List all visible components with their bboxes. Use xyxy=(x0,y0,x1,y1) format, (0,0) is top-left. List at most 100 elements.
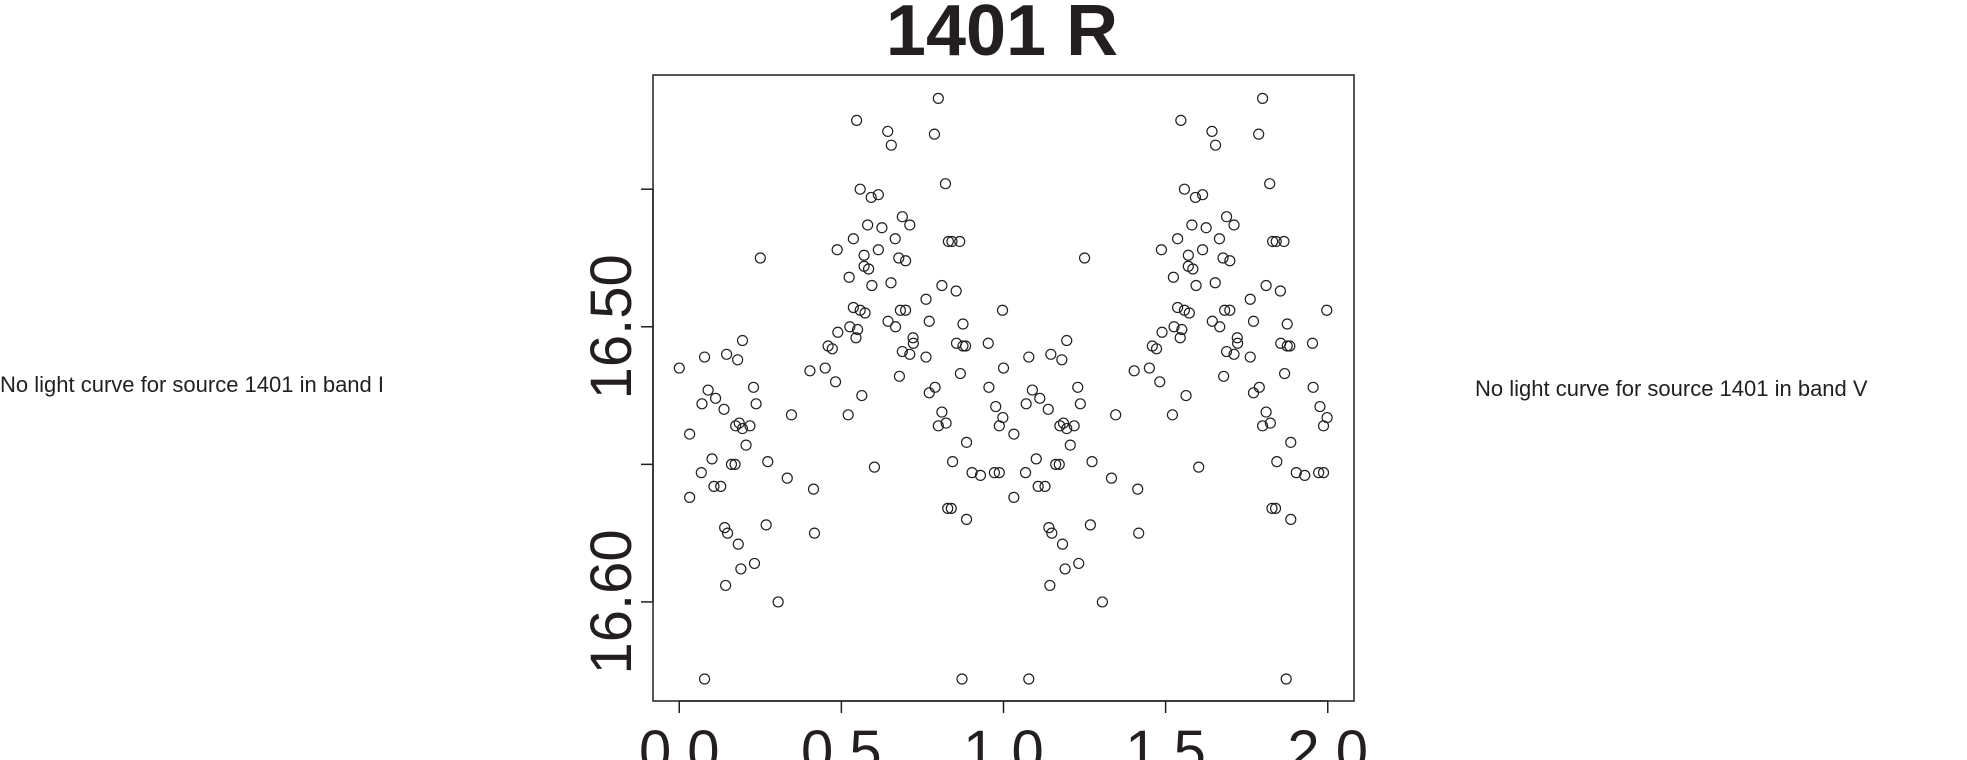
data-point xyxy=(1219,304,1231,316)
data-point xyxy=(1178,183,1191,195)
data-point xyxy=(1275,337,1287,349)
data-point xyxy=(1285,513,1297,525)
data-point xyxy=(673,362,685,374)
data-point xyxy=(885,139,897,151)
data-point xyxy=(1209,139,1222,151)
data-point xyxy=(706,453,718,465)
data-point xyxy=(730,420,742,432)
data-point xyxy=(899,304,912,316)
data-point xyxy=(1023,351,1035,363)
data-point xyxy=(721,527,734,539)
data-point xyxy=(957,318,969,330)
data-point xyxy=(1321,411,1333,424)
data-point xyxy=(1019,467,1032,479)
data-point xyxy=(894,304,906,316)
data-point xyxy=(684,491,696,503)
data-point xyxy=(936,279,948,292)
data-point xyxy=(929,381,941,393)
data-point xyxy=(865,191,877,204)
data-point xyxy=(1030,453,1042,465)
data-point xyxy=(990,400,1002,413)
data-point xyxy=(698,351,711,363)
data-point xyxy=(754,252,766,264)
data-point xyxy=(785,409,798,421)
data-point xyxy=(1172,301,1184,314)
data-point xyxy=(715,480,727,492)
data-point xyxy=(907,337,919,349)
data-point xyxy=(1193,461,1205,473)
data-point xyxy=(1008,428,1020,440)
data-point xyxy=(832,326,844,338)
data-point xyxy=(708,480,720,492)
data-point xyxy=(1267,235,1279,248)
data-point xyxy=(988,467,1001,479)
x-tick-label: 2.0 xyxy=(1287,719,1368,760)
x-tick-label: 1.0 xyxy=(963,719,1044,760)
data-point xyxy=(1284,340,1296,352)
data-point xyxy=(747,381,760,393)
data-point xyxy=(1189,191,1202,204)
data-point xyxy=(1068,420,1080,432)
data-point xyxy=(1086,456,1098,468)
data-point xyxy=(1278,235,1290,248)
data-point xyxy=(740,439,752,451)
data-point xyxy=(920,293,932,305)
data-point xyxy=(960,513,973,525)
data-point xyxy=(923,315,935,327)
data-point xyxy=(1256,92,1269,104)
data-point xyxy=(1228,219,1240,231)
data-point xyxy=(829,376,842,388)
data-point xyxy=(1045,348,1057,360)
y-tick-label: 16.50 xyxy=(579,254,644,399)
data-point xyxy=(939,178,952,190)
data-point xyxy=(1175,114,1187,127)
data-point xyxy=(1150,343,1163,355)
data-point xyxy=(932,420,944,432)
data-point xyxy=(896,211,908,223)
data-point xyxy=(1105,472,1118,484)
data-point xyxy=(719,522,731,534)
data-point xyxy=(1285,436,1297,448)
data-point xyxy=(1168,321,1180,333)
chart-title: 1401 R xyxy=(886,0,1118,71)
data-point xyxy=(945,502,957,514)
data-point xyxy=(762,456,774,468)
y-axis: 16.50 16.60 xyxy=(579,188,654,675)
data-point xyxy=(1307,381,1319,393)
data-point xyxy=(889,233,901,245)
data-point xyxy=(804,365,816,377)
data-point xyxy=(1096,596,1108,608)
data-point xyxy=(1180,389,1192,402)
data-point xyxy=(1084,519,1096,531)
data-point xyxy=(899,255,912,267)
data-point xyxy=(1186,219,1198,231)
data-point xyxy=(851,323,864,336)
data-point xyxy=(1224,304,1236,316)
data-point xyxy=(1256,420,1269,432)
data-point xyxy=(1039,480,1051,492)
data-point xyxy=(1209,277,1221,289)
data-point xyxy=(1054,420,1066,432)
data-point xyxy=(807,483,820,495)
data-point xyxy=(1290,467,1302,479)
data-point xyxy=(1050,458,1062,470)
data-point xyxy=(1046,527,1058,539)
data-point xyxy=(1281,340,1293,352)
data-point xyxy=(942,235,954,248)
data-point xyxy=(844,321,856,333)
data-point xyxy=(1228,348,1240,360)
data-point xyxy=(1247,387,1260,399)
data-point xyxy=(1253,381,1265,393)
no-light-curve-band-v: No light curve for source 1401 in band V xyxy=(1475,376,1868,401)
data-point xyxy=(1166,409,1179,421)
data-point xyxy=(808,527,821,539)
data-point xyxy=(748,557,761,570)
x-tick-label: 1.5 xyxy=(1125,719,1206,760)
data-point xyxy=(1032,480,1044,492)
data-point xyxy=(1061,334,1073,347)
data-point xyxy=(920,351,932,363)
data-point xyxy=(772,596,784,608)
x-tick-label: 0.5 xyxy=(801,719,882,760)
data-point xyxy=(1306,337,1319,349)
data-point xyxy=(1023,673,1035,685)
